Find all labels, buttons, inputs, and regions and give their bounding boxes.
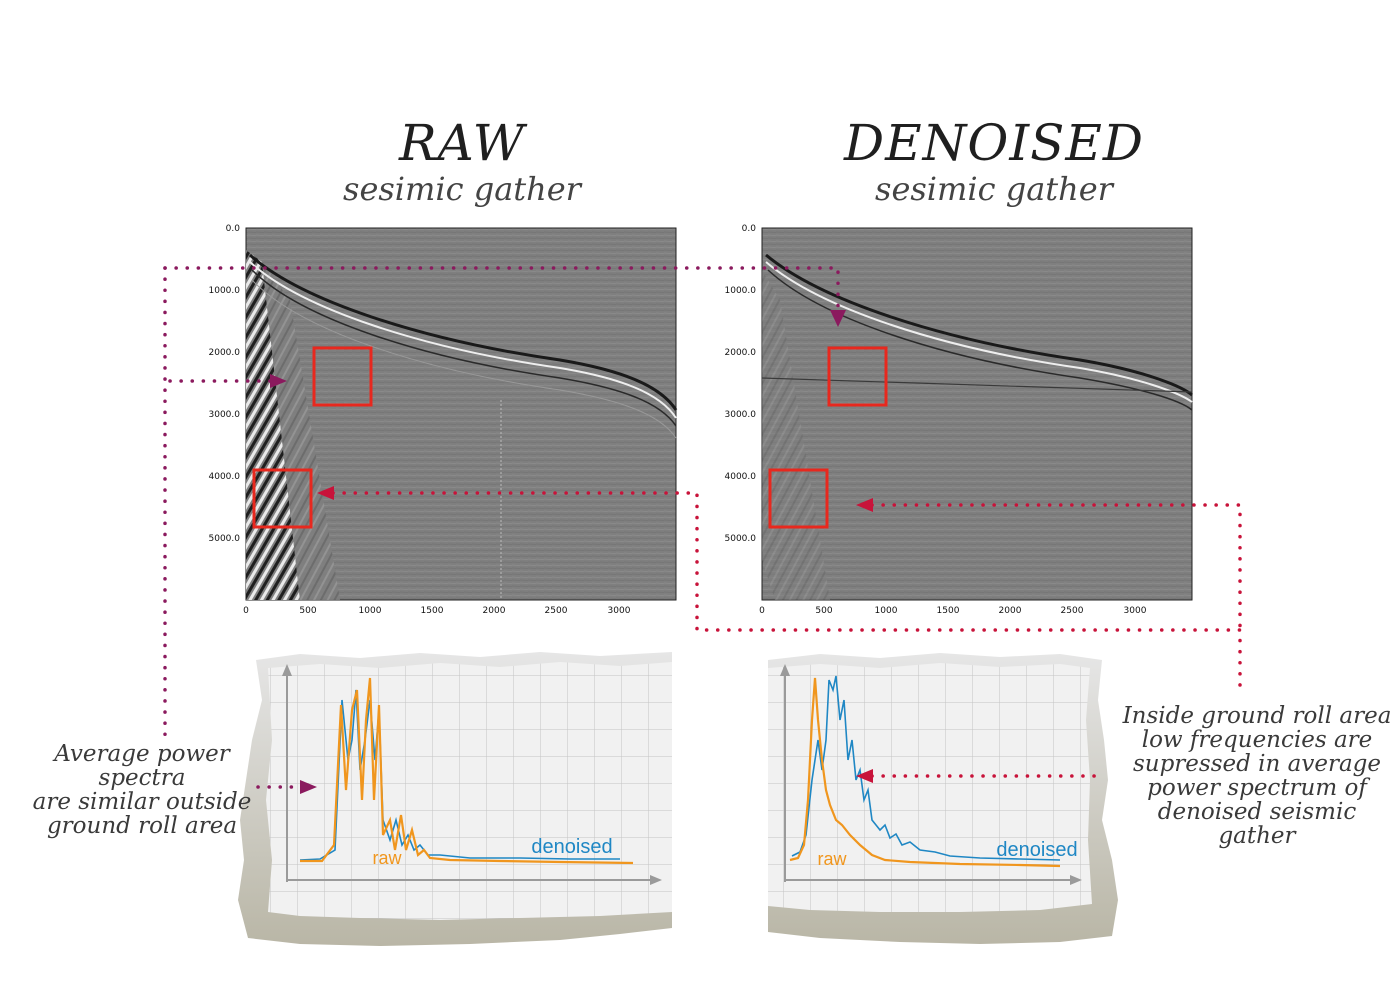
denoised-xtick: 500 bbox=[815, 606, 832, 616]
raw-ytick: 2000.0 bbox=[209, 348, 241, 358]
raw-box-groundroll bbox=[252, 468, 313, 529]
left-note-line: Average power spectra bbox=[54, 741, 230, 791]
raw-x-axis: 0 500 1000 1500 2000 2500 3000 bbox=[243, 606, 631, 616]
denoised-xtick: 2500 bbox=[1061, 606, 1084, 616]
raw-ytick: 4000.0 bbox=[209, 472, 241, 482]
denoised-ytick: 3000.0 bbox=[725, 410, 757, 420]
right-note-line: power spectrum of bbox=[1147, 775, 1367, 801]
raw-xtick: 500 bbox=[299, 606, 316, 616]
denoised-box-groundroll bbox=[768, 468, 829, 529]
left-note-line: ground roll area bbox=[46, 813, 238, 839]
raw-ground-roll bbox=[246, 250, 300, 600]
raw-y-axis: 0.0 1000.0 2000.0 3000.0 4000.0 5000.0 bbox=[209, 224, 241, 544]
raw-ytick: 3000.0 bbox=[209, 410, 241, 420]
raw-ytick: 5000.0 bbox=[209, 534, 241, 544]
raw-title: RAW bbox=[398, 114, 526, 172]
right-denoised-label: denoised bbox=[996, 839, 1077, 861]
denoised-xtick: 3000 bbox=[1124, 606, 1147, 616]
left-spectrum-paper: raw denoised bbox=[238, 652, 672, 946]
denoised-xtick: 1000 bbox=[875, 606, 898, 616]
left-denoised-label: denoised bbox=[531, 836, 612, 858]
purple-arrowheads bbox=[270, 310, 846, 794]
raw-subtitle: sesimic gather bbox=[343, 170, 581, 208]
raw-xtick: 1000 bbox=[359, 606, 382, 616]
raw-first-break bbox=[248, 253, 678, 411]
raw-xtick: 1500 bbox=[421, 606, 444, 616]
arrowhead-icon bbox=[317, 486, 334, 500]
denoised-xtick: 1500 bbox=[937, 606, 960, 616]
raw-xtick: 2500 bbox=[545, 606, 568, 616]
denoised-y-axis: 0.0 1000.0 2000.0 3000.0 4000.0 5000.0 bbox=[725, 224, 757, 544]
raw-xtick: 0 bbox=[243, 606, 249, 616]
arrowhead-icon bbox=[856, 498, 873, 512]
left-raw-label: raw bbox=[372, 848, 402, 868]
right-note-line: supressed in average bbox=[1132, 751, 1382, 777]
right-note-line: denoised seismic gather bbox=[1157, 799, 1357, 849]
arrowhead-icon bbox=[830, 310, 846, 327]
right-spectrum-paper: raw denoised bbox=[768, 653, 1118, 944]
denoised-xtick: 2000 bbox=[999, 606, 1022, 616]
left-note-line: are similar outside bbox=[32, 789, 252, 815]
right-annotation: Inside ground roll area low frequencies … bbox=[1118, 704, 1396, 848]
right-raw-curve bbox=[789, 677, 1061, 868]
denoised-title: DENOISED bbox=[844, 114, 1144, 172]
denoised-subtitle: sesimic gather bbox=[875, 170, 1113, 208]
raw-gather bbox=[245, 227, 678, 601]
denoised-ground-roll bbox=[762, 270, 830, 600]
purple-connectors bbox=[163, 266, 840, 789]
arrowhead-icon bbox=[300, 780, 317, 794]
denoised-ytick: 5000.0 bbox=[725, 534, 757, 544]
raw-ytick: 0.0 bbox=[226, 224, 241, 234]
red-arrowheads bbox=[317, 486, 873, 783]
arrowhead-icon bbox=[856, 769, 873, 783]
red-connectors bbox=[331, 491, 1242, 778]
denoised-xtick: 0 bbox=[759, 606, 765, 616]
denoised-box-outside bbox=[827, 346, 888, 407]
arrowhead-icon bbox=[270, 374, 287, 388]
denoised-ytick: 0.0 bbox=[742, 224, 757, 234]
denoised-ytick: 1000.0 bbox=[725, 286, 757, 296]
right-raw-label: raw bbox=[817, 849, 847, 869]
raw-xtick: 2000 bbox=[483, 606, 506, 616]
left-raw-curve bbox=[300, 677, 634, 865]
left-annotation: Average power spectra are similar outsid… bbox=[8, 742, 276, 838]
raw-ytick: 1000.0 bbox=[209, 286, 241, 296]
denoised-gather bbox=[761, 227, 1193, 601]
denoised-ytick: 4000.0 bbox=[725, 472, 757, 482]
right-note-line: low frequencies are bbox=[1141, 727, 1373, 753]
raw-box-outside bbox=[312, 346, 373, 407]
denoised-x-axis: 0 500 1000 1500 2000 2500 3000 bbox=[759, 606, 1147, 616]
raw-xtick: 3000 bbox=[608, 606, 631, 616]
right-note-line: Inside ground roll area bbox=[1122, 703, 1392, 729]
denoised-ytick: 2000.0 bbox=[725, 348, 757, 358]
denoised-gather-frame bbox=[761, 227, 1193, 601]
